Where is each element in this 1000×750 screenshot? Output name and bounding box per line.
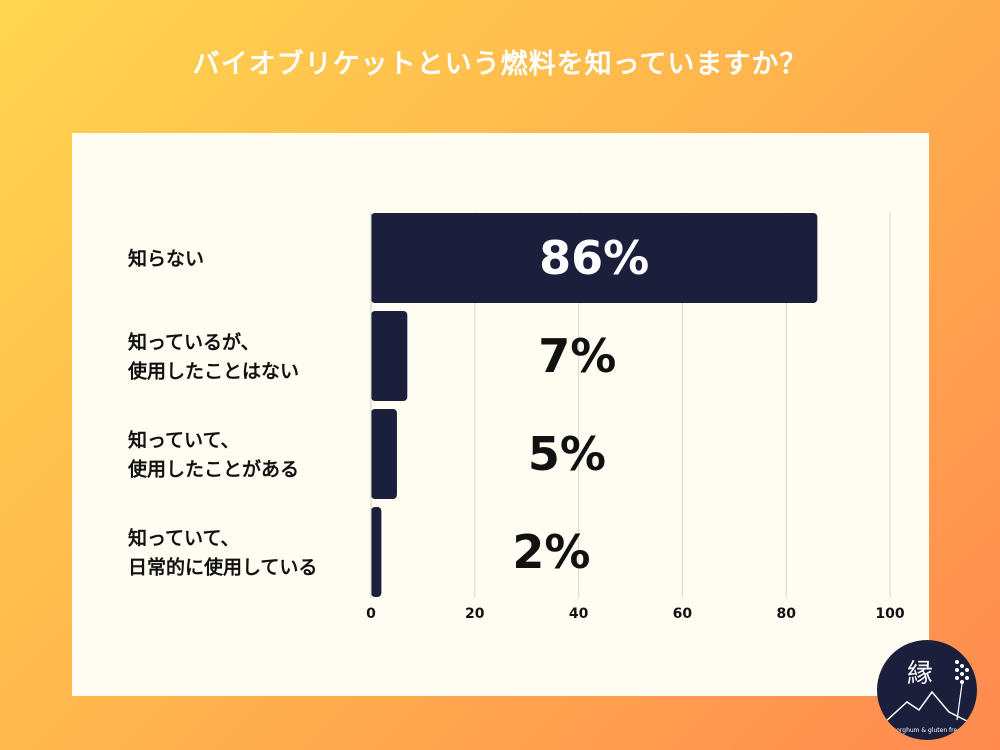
bar	[371, 213, 818, 303]
category-label: 知っているが、	[128, 331, 260, 354]
category-label: 日常的に使用している	[128, 556, 317, 579]
bar	[371, 311, 408, 401]
x-tick-label: 80	[776, 606, 796, 622]
logo-mark-icon: 縁 sorghum & gluten free	[884, 659, 970, 734]
data-label: 5%	[528, 427, 606, 481]
x-tick-label: 20	[465, 606, 485, 622]
x-tick-label: 100	[875, 606, 904, 622]
brand-logo: 縁 sorghum & gluten free	[877, 640, 977, 740]
data-label: 2%	[512, 525, 590, 579]
logo-glyph: 縁	[907, 659, 933, 689]
page-title: バイオブリケットという燃料を知っていますか？	[192, 49, 808, 80]
category-label: 使用したことがある	[127, 458, 299, 481]
data-label: 7%	[538, 329, 616, 383]
bar	[371, 409, 397, 499]
x-tick-label: 60	[673, 606, 693, 622]
bar	[371, 507, 382, 597]
x-tick-label: 0	[366, 606, 376, 622]
logo-subtext: sorghum & gluten free	[893, 727, 961, 734]
category-label: 知らない	[128, 247, 204, 270]
category-label: 使用したことはない	[127, 361, 299, 383]
x-tick-label: 40	[569, 606, 589, 622]
data-label: 86%	[539, 231, 649, 285]
category-label: 知っていて、	[128, 429, 240, 452]
category-label: 知っていて、	[128, 527, 240, 550]
